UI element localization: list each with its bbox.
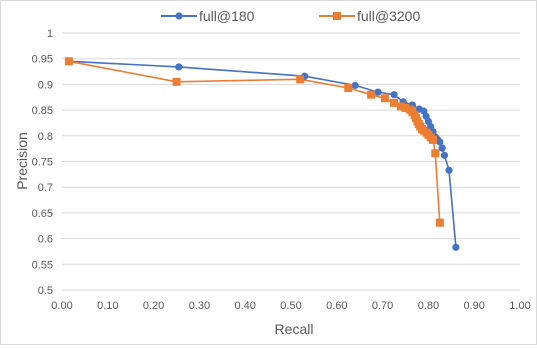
data-point (367, 90, 376, 99)
series-markers (64, 57, 460, 251)
data-point (175, 63, 183, 71)
data-point (428, 135, 437, 144)
y-tick-label: 0.9 (38, 79, 53, 91)
x-tick-label: 0.20 (143, 300, 164, 312)
y-tick-labels: 0.5 0.55 0.6 0.65 0.7 0.75 0.8 0.85 0.9 0.95 1 (32, 28, 53, 297)
data-point (64, 57, 73, 66)
x-tick-label: 0.70 (372, 300, 393, 312)
x-tick-label: 0.60 (326, 300, 347, 312)
legend-label-full180: full@180 (199, 8, 255, 24)
legend: full@180 full@3200 (161, 8, 420, 24)
x-tick-label: 1.00 (509, 300, 530, 312)
legend-marker-full3200 (333, 12, 341, 20)
y-tick-label: 0.95 (32, 54, 53, 66)
x-tick-label: 0.50 (280, 300, 301, 312)
data-point (401, 104, 410, 113)
y-tick-label: 0.7 (38, 182, 53, 194)
data-point (172, 77, 181, 86)
data-point (436, 138, 444, 146)
y-tick-label: 0.75 (32, 157, 53, 169)
x-tick-label: 0.40 (234, 300, 255, 312)
data-point (380, 94, 389, 103)
data-point (440, 151, 449, 159)
series-line-1 (68, 60, 441, 223)
data-point (452, 243, 460, 251)
y-tick-label: 0.8 (38, 131, 53, 143)
x-tick-label: 0.30 (189, 300, 210, 312)
data-point (438, 144, 446, 152)
data-point (374, 88, 382, 96)
legend-item-full3200: full@3200 (319, 8, 420, 24)
data-point (351, 81, 359, 90)
data-point (435, 218, 444, 227)
x-tick-label: 0.80 (418, 300, 439, 312)
series-lines (68, 60, 457, 248)
precision-recall-chart: full@180 full@3200 0.5 0.55 0.6 0.65 0.7 0.75… (14, 8, 531, 337)
legend-label-full3200: full@3200 (357, 8, 420, 24)
data-point (390, 91, 398, 99)
y-tick-label: 1 (47, 28, 53, 40)
data-point (344, 83, 353, 92)
series-line-0 (68, 60, 457, 248)
data-point (396, 102, 405, 111)
x-tick-label: 0.90 (463, 300, 484, 312)
y-axis-title: Precision (14, 132, 30, 190)
x-tick-label: 0.10 (97, 300, 118, 312)
y-tick-label: 0.55 (32, 259, 53, 271)
data-point (296, 75, 305, 84)
data-point (445, 166, 453, 174)
y-tick-label: 0.85 (32, 105, 53, 117)
data-point (431, 149, 440, 158)
gridlines (62, 32, 520, 291)
x-tick-labels: 0.00 0.10 0.20 0.30 0.40 0.50 0.60 0.70 0.80 0.90… (51, 300, 530, 312)
data-point (390, 98, 399, 107)
y-tick-label: 0.65 (32, 208, 53, 220)
legend-marker-full180 (175, 12, 183, 20)
x-tick-label: 0.00 (51, 300, 72, 312)
y-tick-label: 0.6 (38, 234, 53, 246)
legend-item-full180: full@180 (161, 8, 255, 24)
y-tick-label: 0.5 (38, 285, 53, 297)
x-axis-title: Recall (275, 321, 314, 337)
